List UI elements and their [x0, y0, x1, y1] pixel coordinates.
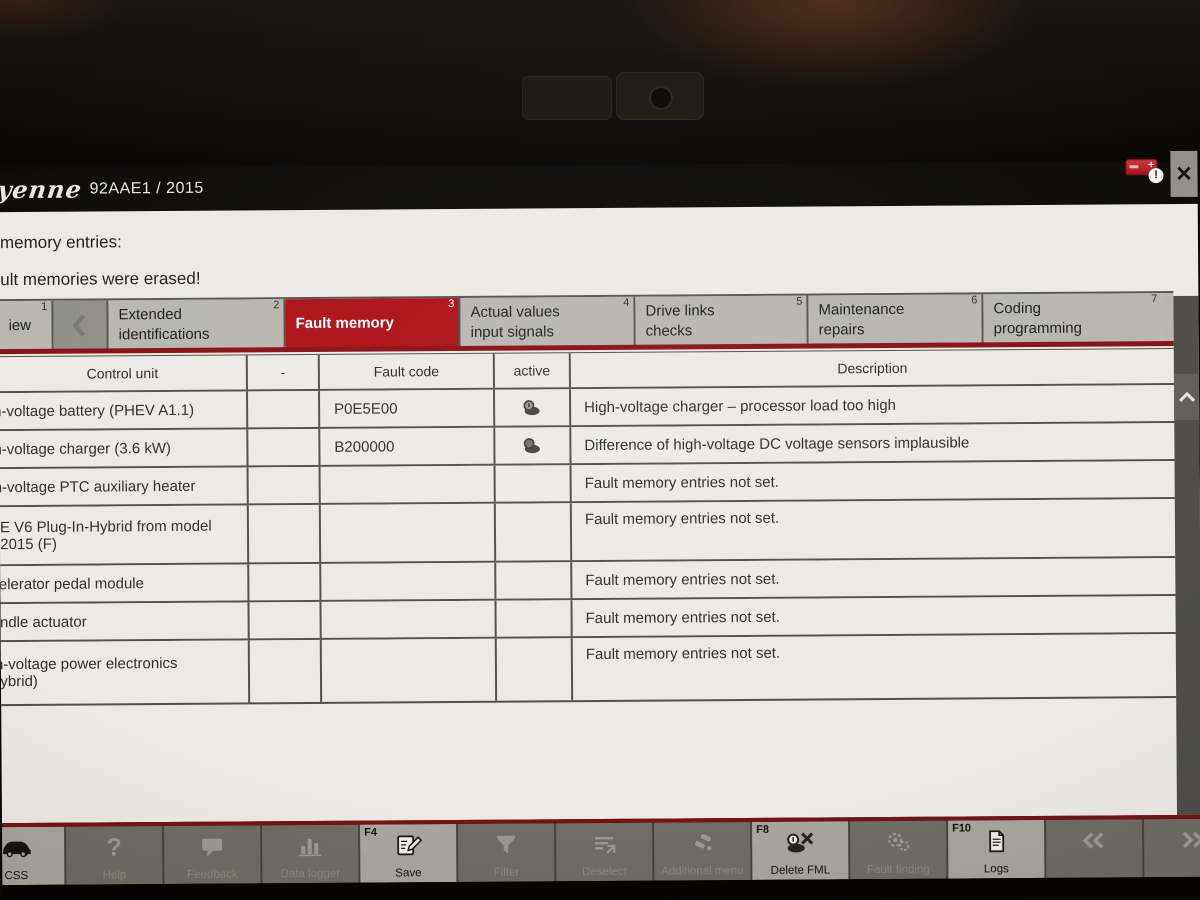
- toolbar-button-help[interactable]: ? Help: [66, 826, 163, 885]
- header-description: Description: [837, 359, 908, 377]
- fault-stamp-icon: [521, 436, 543, 454]
- webcam-module: [522, 76, 612, 120]
- toolbar-button-deselect[interactable]: Deselect: [556, 822, 653, 882]
- filter-icon: [458, 830, 554, 859]
- battery-warning-icon: + !: [1125, 159, 1164, 184]
- scrollbar[interactable]: [1173, 295, 1200, 815]
- page-forward-icon: [1144, 826, 1200, 855]
- delete-fml-icon: [752, 828, 848, 857]
- toolbar-button-additional-menu[interactable]: Additional menu: [654, 821, 751, 881]
- tab-drive-links-checks[interactable]: 5 Drive links checks: [635, 295, 809, 347]
- deselect-icon: [556, 830, 652, 859]
- battery-alert-badge: !: [1148, 168, 1164, 184]
- tab-bar: 1 iew 2 Extended identifications 3 Fault…: [0, 290, 1174, 352]
- toolbar-button-logs[interactable]: F10 Logs: [948, 819, 1045, 879]
- tab-fault-memory[interactable]: 3 Fault memory: [285, 297, 461, 350]
- main-content: memory entries: ult memories were erased…: [0, 203, 1200, 824]
- toolbar-button-pcss[interactable]: CSS: [2, 826, 65, 886]
- toolbar-button-page-back[interactable]: [1046, 819, 1143, 878]
- fault-finding-icon: [850, 828, 946, 857]
- feedback-icon: [164, 832, 260, 861]
- toolbar-button-data-logger[interactable]: Data logger: [262, 824, 359, 884]
- chevron-left-icon: [72, 314, 85, 338]
- function-key-toolbar: CSS ? Help Feedback Data logger: [2, 818, 1200, 886]
- additional-menu-icon: [654, 829, 750, 858]
- data-logger-icon: [262, 832, 358, 861]
- fault-stamp-icon: [521, 398, 543, 416]
- tab-actual-values-input-signals[interactable]: 4 Actual values input signals: [460, 296, 636, 348]
- page-back-icon: [1046, 826, 1142, 855]
- fault-memory-table: Control unit - Fault code active Descrip…: [0, 347, 1177, 707]
- tab-coding-programming[interactable]: 7 Coding programming: [983, 293, 1162, 345]
- close-button[interactable]: ✕: [1170, 150, 1198, 198]
- save-icon: [360, 831, 456, 860]
- car-icon: [2, 834, 64, 863]
- laptop-bezel: [0, 0, 1200, 165]
- table-row[interactable]: E V6 Plug-In-Hybrid from model r 2015 (F…: [0, 498, 1176, 567]
- tab-overview[interactable]: 1 iew: [0, 300, 54, 352]
- diagnostic-app-window: yenne 92AAE1 / 2015 + ! ✕ memory entries…: [0, 150, 1200, 900]
- header-fault-code: Fault code: [319, 353, 495, 389]
- tab-label: iew: [8, 316, 32, 335]
- table-row[interactable]: h-voltage charger (3.6 kW) B200000 Diffe…: [0, 422, 1175, 470]
- chevron-up-icon: [1178, 391, 1195, 403]
- toolbar-button-save[interactable]: F4 Save: [360, 824, 457, 883]
- tab-scroll-left-button[interactable]: [53, 300, 109, 351]
- toolbar-button-fault-finding[interactable]: Fault finding: [850, 820, 947, 880]
- vehicle-id: 92AAE1 / 2015: [89, 179, 204, 198]
- header-active: active: [494, 353, 571, 388]
- header-dash: -: [247, 354, 320, 390]
- toolbar-button-feedback[interactable]: Feedback: [164, 825, 261, 885]
- erase-status-message: ult memories were erased!: [0, 268, 201, 290]
- tab-bar-filler: [1161, 292, 1174, 344]
- webcam-lens: [616, 72, 704, 120]
- table-row[interactable]: h-voltage power electronics hybrid) Faul…: [0, 633, 1177, 707]
- toolbar-button-delete-fml[interactable]: F8 Delete FML: [752, 821, 849, 880]
- logs-icon: [948, 827, 1044, 856]
- tab-extended-identifications[interactable]: 2 Extended identifications: [108, 299, 286, 351]
- header-control-unit: Control unit: [0, 355, 248, 392]
- porsche-model-script-logo: yenne: [0, 174, 84, 205]
- fault-memory-heading: memory entries:: [0, 232, 122, 253]
- toolbar-button-page-forward[interactable]: [1144, 818, 1200, 878]
- close-icon: ✕: [1175, 162, 1193, 186]
- tab-maintenance-repairs[interactable]: 6 Maintenance repairs: [808, 294, 984, 346]
- scroll-up-button[interactable]: [1173, 373, 1200, 420]
- table-row[interactable]: h-voltage battery (PHEV A1.1) P0E5E00 Hi…: [0, 384, 1175, 432]
- toolbar-button-filter[interactable]: Filter: [458, 823, 555, 882]
- help-icon: ?: [106, 832, 122, 861]
